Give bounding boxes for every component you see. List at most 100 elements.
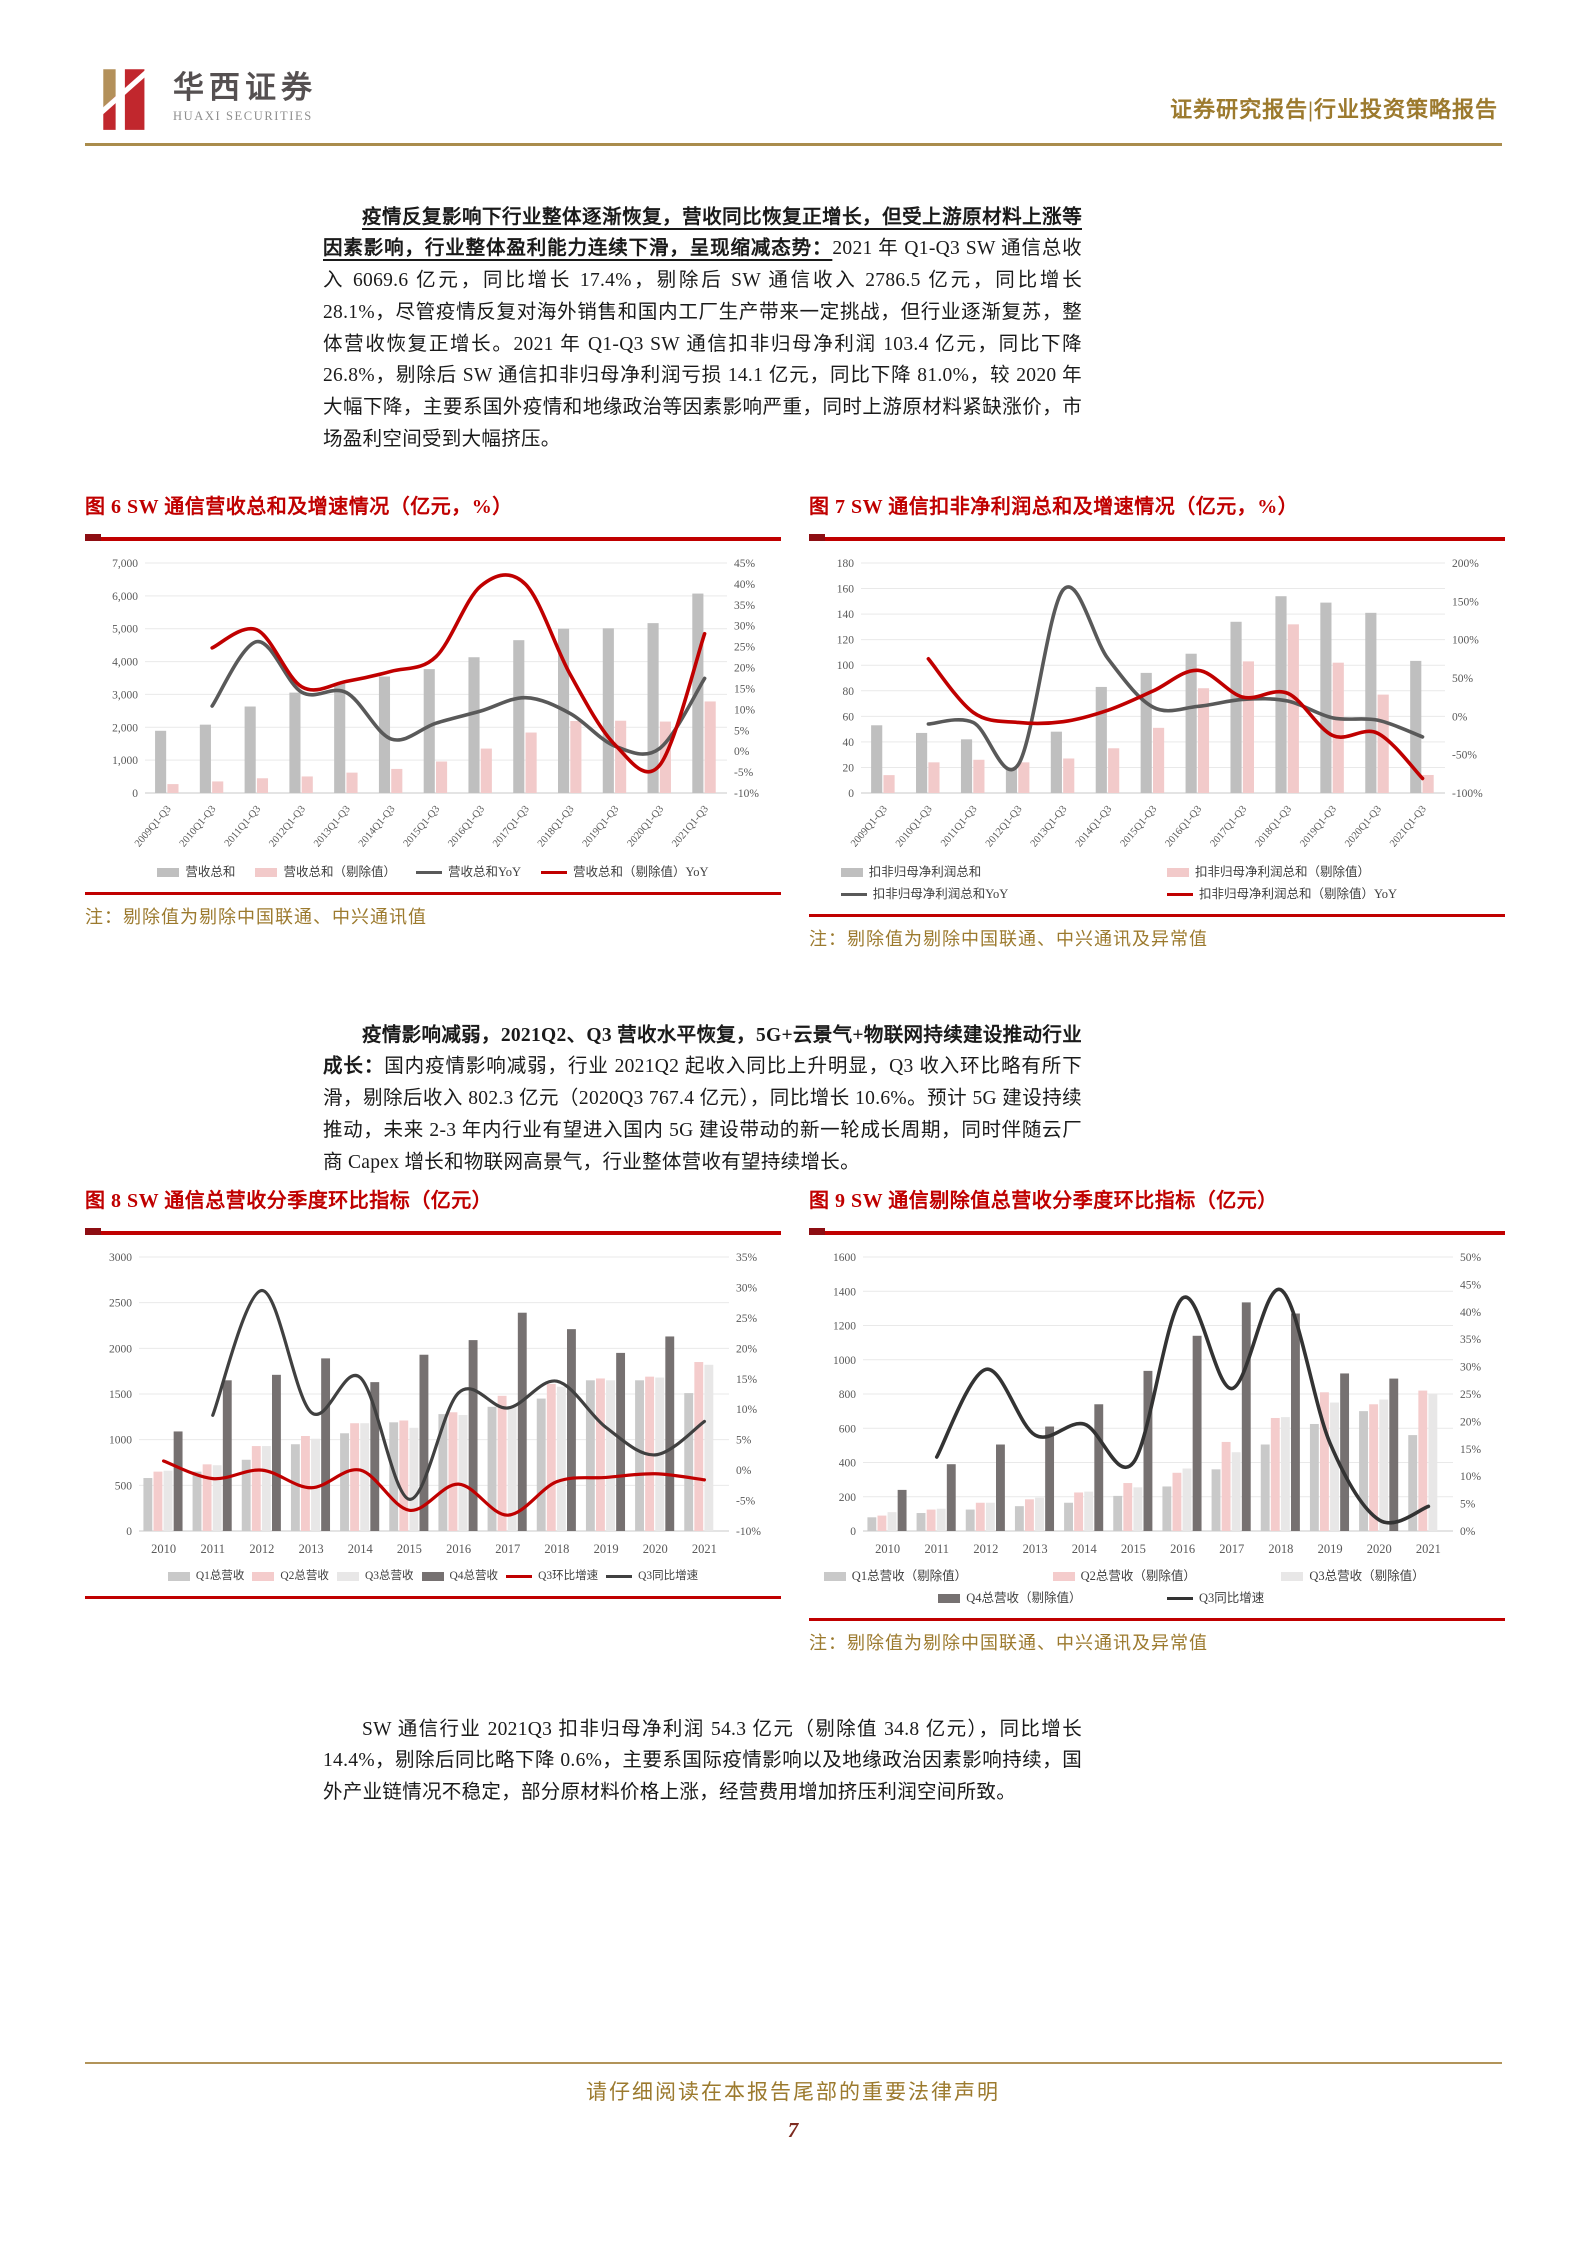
figure-8-title: 图 8 SW 通信总营收分季度环比指标（亿元） (85, 1190, 493, 1212)
figure-9-note: 注：剔除值为剔除中国联通、中兴通讯及异常值 (809, 1633, 1208, 1653)
svg-text:2013Q1-Q3: 2013Q1-Q3 (312, 804, 353, 850)
svg-text:2015: 2015 (1121, 1542, 1146, 1556)
legend-line-swatch (840, 892, 867, 897)
svg-text:1500: 1500 (109, 1389, 132, 1401)
svg-text:2021: 2021 (1416, 1542, 1441, 1556)
legend-label: Q4总营收 (449, 1570, 499, 1582)
svg-text:2010Q1-Q3: 2010Q1-Q3 (894, 804, 935, 850)
svg-text:150%: 150% (1452, 596, 1479, 608)
legend-bar-swatch (1052, 1572, 1075, 1581)
legend-item: Q3总营收 (336, 1567, 414, 1586)
figure-9: 图 9 SW 通信剔除值总营收分季度环比指标（亿元） 0 200 400 600 800… (809, 1188, 1505, 1655)
svg-text:1000: 1000 (109, 1435, 132, 1447)
svg-text:2012Q1-Q3: 2012Q1-Q3 (267, 804, 308, 850)
legend-bar-swatch (157, 868, 180, 877)
svg-text:2018Q1-Q3: 2018Q1-Q3 (1253, 804, 1294, 850)
legend-label: 营收总和（剔除值） (283, 865, 396, 879)
svg-text:20%: 20% (736, 1343, 758, 1355)
figure-6-chart: 0 1,000 2,000 3,000 4,000 5,000 6,000 7,000 -10%… (85, 551, 781, 861)
figure-7-frame: 0 20 40 60 80 100 120 140 160 180 -100% -50% 0% 50% 10… (809, 534, 1505, 917)
legend-line-swatch (415, 870, 442, 875)
figure-8: 图 8 SW 通信总营收分季度环比指标（亿元） 0 500 1000 1500 2000… (85, 1188, 781, 1631)
svg-text:40%: 40% (734, 579, 756, 591)
legend-bar-swatch (255, 868, 278, 877)
svg-text:2016: 2016 (446, 1542, 471, 1556)
svg-text:5%: 5% (736, 1435, 752, 1447)
svg-text:400: 400 (839, 1458, 857, 1470)
svg-text:2018: 2018 (544, 1542, 569, 1556)
svg-text:50%: 50% (1452, 673, 1474, 685)
legend-label: Q2总营收（剔除值） (1080, 1569, 1196, 1583)
svg-text:15%: 15% (736, 1374, 758, 1386)
svg-text:30%: 30% (1460, 1362, 1482, 1374)
svg-text:800: 800 (839, 1389, 857, 1401)
svg-text:160: 160 (837, 584, 855, 596)
svg-text:2016Q1-Q3: 2016Q1-Q3 (1164, 804, 1205, 850)
legend-item: Q4总营收 (421, 1567, 499, 1586)
svg-text:2014Q1-Q3: 2014Q1-Q3 (1074, 804, 1115, 850)
svg-text:2015Q1-Q3: 2015Q1-Q3 (1119, 804, 1160, 850)
svg-text:0%: 0% (1460, 1526, 1476, 1538)
svg-text:80: 80 (843, 686, 855, 698)
svg-text:2015Q1-Q3: 2015Q1-Q3 (402, 804, 443, 850)
svg-text:60: 60 (843, 711, 855, 723)
svg-text:2011Q1-Q3: 2011Q1-Q3 (939, 804, 979, 849)
legend-bar-swatch (840, 868, 863, 877)
legend-label: Q2总营收 (280, 1570, 329, 1582)
svg-text:3000: 3000 (109, 1252, 132, 1264)
svg-text:5,000: 5,000 (112, 624, 138, 636)
huaxi-logo-icon (98, 62, 160, 139)
svg-text:2017Q1-Q3: 2017Q1-Q3 (491, 804, 532, 850)
figure-6-note: 注：剔除值为剔除中国联通、中兴通讯值 (85, 907, 427, 927)
svg-text:45%: 45% (1460, 1279, 1482, 1291)
legend-label: Q4总营收（剔除值） (966, 1591, 1082, 1605)
svg-text:4,000: 4,000 (112, 657, 138, 669)
legend-label: 营收总和（剔除值）YoY (573, 865, 709, 879)
figure-9-legend: Q1总营收（剔除值） Q2总营收（剔除值） Q3总营收（剔除值） Q4总营收（剔除值）… (809, 1567, 1505, 1608)
legend-bar-swatch (336, 1572, 359, 1581)
svg-text:2010Q1-Q3: 2010Q1-Q3 (178, 804, 219, 850)
svg-text:50%: 50% (1460, 1252, 1482, 1264)
figure-8-note (85, 1607, 781, 1631)
svg-text:2021: 2021 (692, 1542, 717, 1556)
huaxi-logo: 华西证券 HUAXI SECURITIES (98, 62, 317, 139)
svg-text:2021Q1-Q3: 2021Q1-Q3 (670, 804, 711, 850)
svg-text:0: 0 (132, 788, 138, 800)
svg-text:2500: 2500 (109, 1298, 132, 1310)
figure-9-frame: 0 200 400 600 800 1000 1200 1400 1600 0% 5% 10% 15% 2… (809, 1228, 1505, 1621)
svg-text:600: 600 (839, 1423, 857, 1435)
paragraph-1: 疫情反复影响下行业整体逐渐恢复，营收同比恢复正增长，但受上游原材料上涨等因素影响… (323, 202, 1082, 456)
legend-item: 扣非归母净利润总和（剔除值） (1167, 863, 1473, 882)
legend-item: 营收总和YoY (415, 863, 521, 882)
legend-bar-swatch (1281, 1572, 1304, 1581)
figure-7: 图 7 SW 通信扣非净利润总和及增速情况（亿元，%） 0 20 40 60 80 100… (809, 494, 1505, 951)
figure-6-title: 图 6 SW 通信营收总和及增速情况（亿元，%） (85, 496, 513, 518)
svg-text:35%: 35% (734, 600, 756, 612)
legend-item: Q2总营收（剔除值） (1052, 1567, 1262, 1586)
legend-item: Q4总营收（剔除值） (938, 1589, 1147, 1608)
svg-text:6,000: 6,000 (112, 591, 138, 603)
svg-text:140: 140 (837, 609, 855, 621)
svg-text:100: 100 (837, 660, 855, 672)
legend-bar-swatch (938, 1594, 961, 1603)
svg-text:-10%: -10% (736, 1526, 761, 1538)
svg-text:2020: 2020 (643, 1542, 668, 1556)
svg-text:2019: 2019 (594, 1542, 619, 1556)
legend-label: 扣非归母净利润总和（剔除值） (1195, 865, 1371, 879)
figure-8-legend: Q1总营收 Q2总营收 Q3总营收 Q4总营收 Q3环比增速 Q3同比增速 (85, 1567, 781, 1586)
legend-bar-swatch (421, 1572, 444, 1581)
svg-text:7,000: 7,000 (112, 558, 138, 570)
legend-item: 扣非归母净利润总和（剔除值）YoY (1167, 885, 1473, 904)
svg-text:35%: 35% (1460, 1334, 1482, 1346)
svg-text:2000: 2000 (109, 1343, 132, 1355)
figure-row-2: 图 8 SW 通信总营收分季度环比指标（亿元） 0 500 1000 1500 2000… (85, 1188, 1505, 1655)
legend-line-swatch (606, 1574, 633, 1579)
svg-text:15%: 15% (1460, 1444, 1482, 1456)
svg-text:20: 20 (843, 762, 855, 774)
svg-text:10%: 10% (1460, 1471, 1482, 1483)
svg-text:2009Q1-Q3: 2009Q1-Q3 (133, 804, 174, 850)
legend-item: 扣非归母净利润总和YoY (840, 885, 1147, 904)
svg-text:0: 0 (126, 1526, 132, 1538)
svg-text:30%: 30% (736, 1282, 758, 1294)
